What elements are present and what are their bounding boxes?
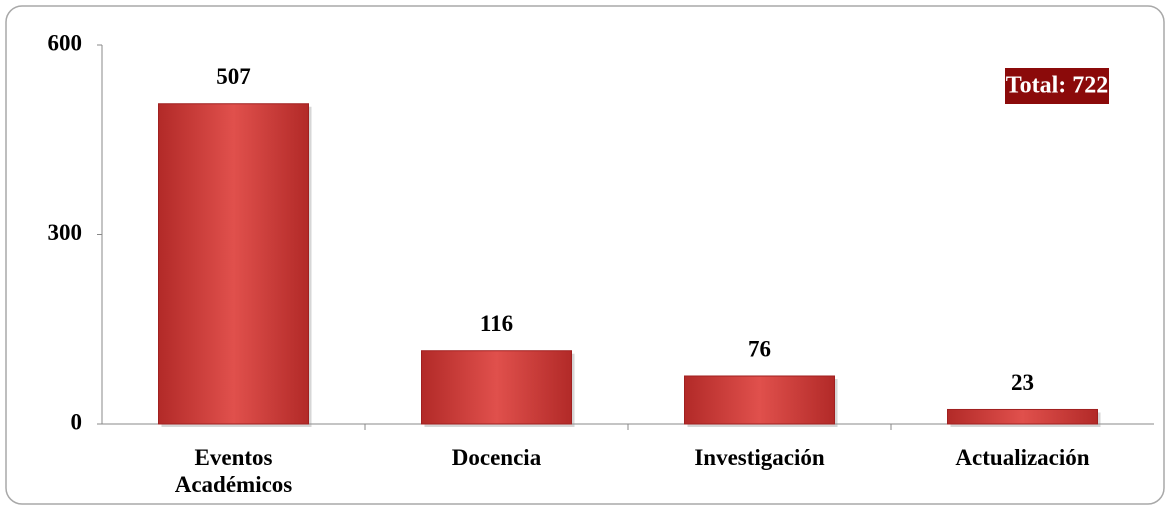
- total-label: Total: 722: [1006, 73, 1108, 99]
- y-tick-label: 600: [48, 30, 83, 55]
- x-tick-label: Investigación: [694, 445, 825, 470]
- bar: [421, 350, 572, 425]
- x-tick-label: Docencia: [451, 445, 542, 470]
- y-tick-label: 0: [71, 409, 83, 434]
- x-tick-label: Actualización: [955, 445, 1090, 470]
- x-tick-label: Eventos Académicos: [174, 445, 293, 497]
- bar: [158, 103, 309, 425]
- data-label: 23: [1011, 370, 1034, 395]
- total-box: [1005, 68, 1109, 104]
- bar: [947, 408, 1098, 425]
- data-label: 76: [748, 336, 771, 361]
- bar: [684, 375, 835, 425]
- data-label: 116: [480, 311, 513, 336]
- y-tick-label: 300: [48, 220, 83, 245]
- data-label: 507: [216, 64, 251, 89]
